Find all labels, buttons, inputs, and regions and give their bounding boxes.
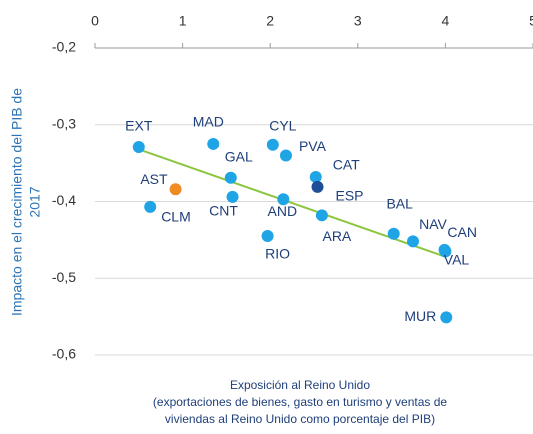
point-label: CAN — [447, 224, 477, 240]
data-point — [315, 209, 328, 222]
y-tick-label: -0,3 — [52, 115, 76, 131]
point-label: ESP — [336, 188, 364, 204]
x-tick-label: 5 — [529, 13, 533, 29]
data-point — [387, 227, 400, 240]
data-point — [279, 149, 292, 162]
data-point — [144, 200, 157, 213]
data-point — [277, 193, 290, 206]
y-tick-label: -0,5 — [52, 269, 76, 285]
data-point — [438, 243, 451, 256]
data-point — [309, 170, 322, 183]
data-point — [132, 141, 145, 154]
data-point — [311, 180, 324, 193]
point-label: PVA — [299, 138, 327, 154]
x-tick-label: 1 — [179, 13, 187, 29]
x-axis-title: Exposición al Reino Unido — [230, 378, 370, 392]
y-axis-title: 2017 — [27, 186, 43, 217]
y-tick-label: -0,2 — [52, 39, 76, 55]
x-axis-title: viviendas al Reino Unido como porcentaje… — [165, 412, 435, 426]
point-label: CAT — [333, 157, 360, 173]
data-point — [261, 230, 274, 243]
point-label: MAD — [193, 114, 224, 130]
point-label: MUR — [404, 308, 436, 324]
point-label: AND — [268, 203, 298, 219]
point-label: ARA — [322, 228, 351, 244]
x-tick-label: 0 — [91, 13, 99, 29]
data-point — [440, 311, 453, 324]
data-point — [266, 138, 279, 151]
x-tick-label: 3 — [354, 13, 362, 29]
point-label: VAL — [444, 252, 470, 268]
point-label: RIO — [265, 246, 290, 262]
point-label: AST — [140, 171, 168, 187]
y-axis-title: Impacto en el crecimiento del PIB de — [9, 88, 25, 316]
y-tick-label: -0,4 — [52, 192, 76, 208]
x-tick-label: 2 — [266, 13, 274, 29]
point-label: CLM — [161, 209, 191, 225]
x-tick-label: 4 — [442, 13, 450, 29]
data-point — [224, 171, 237, 184]
data-point — [226, 190, 239, 203]
x-axis-title: (exportaciones de bienes, gasto en turis… — [153, 395, 447, 409]
data-point — [207, 137, 220, 150]
point-label: BAL — [386, 195, 413, 211]
data-point — [169, 183, 182, 196]
point-label: CNT — [209, 203, 238, 219]
point-label: NAV — [419, 216, 447, 232]
y-tick-label: -0,6 — [52, 346, 76, 362]
data-point — [406, 235, 419, 248]
point-label: CYL — [269, 117, 296, 133]
point-label: GAL — [225, 148, 253, 164]
point-label: EXT — [125, 118, 153, 134]
